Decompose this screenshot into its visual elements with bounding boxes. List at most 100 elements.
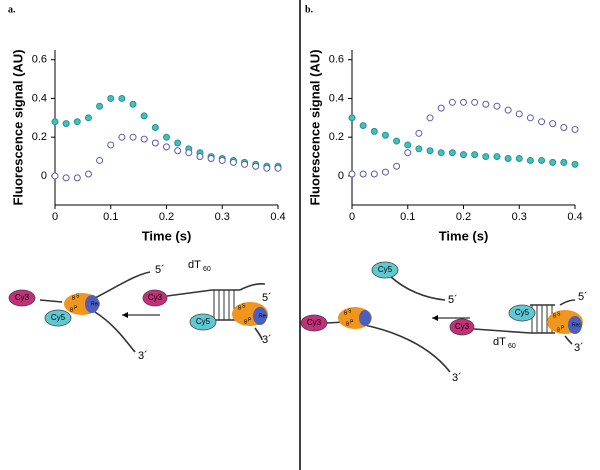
- data-point: [252, 162, 260, 170]
- x-tick-label: 0.4: [270, 211, 285, 223]
- end-label: 3´: [262, 334, 272, 346]
- cy5-dye: [44, 309, 72, 327]
- data-point: [348, 170, 356, 178]
- x-tick-label: 0.1: [400, 211, 415, 223]
- strand: [389, 275, 446, 301]
- dt-label: dT: [493, 336, 506, 348]
- x-tick-label: 0.2: [456, 211, 471, 223]
- x-tick-label: 0.3: [215, 211, 230, 223]
- data-point: [471, 151, 479, 159]
- data-point: [526, 156, 534, 164]
- end-label: 5´: [155, 264, 165, 276]
- strand: [94, 311, 136, 353]
- subunit-label: P: [350, 319, 354, 325]
- data-point: [471, 98, 479, 106]
- subunit-label: S: [348, 308, 352, 314]
- data-point: [493, 102, 501, 110]
- end-label: 3´: [138, 350, 148, 362]
- data-point: [51, 172, 59, 180]
- data-point: [538, 118, 546, 126]
- data-point: [504, 106, 512, 114]
- cy5-label: Cy5: [515, 308, 530, 317]
- subunit-label: P: [561, 325, 565, 331]
- protein: [85, 295, 99, 313]
- base-pairs: [213, 290, 235, 320]
- panel-label: b.: [305, 4, 314, 15]
- data-point: [140, 112, 148, 120]
- data-point: [560, 124, 568, 131]
- strand: [94, 271, 151, 299]
- cy3-dye: [300, 314, 328, 332]
- protein: [253, 307, 267, 325]
- data-point: [538, 156, 546, 164]
- data-point: [381, 168, 389, 176]
- subunit-label: Rec: [572, 322, 581, 328]
- strand: [166, 289, 240, 297]
- base-pairs: [531, 305, 553, 333]
- data-point: [515, 155, 523, 162]
- y-axis-label: Fluorescence signal (AU): [10, 49, 25, 205]
- end-label: 5´: [448, 294, 458, 306]
- data-point: [393, 137, 401, 145]
- data-point: [460, 151, 467, 159]
- end-label: 3´: [574, 342, 584, 354]
- subunit-label: B: [553, 313, 557, 319]
- data-point: [426, 147, 434, 155]
- data-point: [274, 164, 282, 172]
- data-point: [482, 153, 490, 161]
- data-point: [393, 162, 401, 170]
- protein: [568, 316, 582, 334]
- strand: [254, 327, 263, 341]
- data-point: [118, 133, 126, 141]
- data-point: [218, 156, 226, 164]
- data-point: [96, 156, 104, 164]
- subunit-label: S: [242, 303, 246, 309]
- data-point: [174, 139, 182, 147]
- data-point: [359, 170, 367, 178]
- data-point: [207, 155, 215, 162]
- x-tick-label: 0: [349, 211, 355, 223]
- x-tick-label: 0.4: [567, 211, 582, 223]
- y-tick-label: 0.6: [32, 54, 47, 66]
- cy3-label: Cy3: [148, 293, 163, 302]
- data-point: [515, 110, 523, 118]
- subunit-label: B: [346, 321, 350, 327]
- data-point: [62, 174, 70, 182]
- data-point: [370, 170, 378, 178]
- data-point: [185, 149, 193, 157]
- cy5-label: Cy5: [196, 317, 211, 326]
- data-point: [84, 114, 92, 122]
- strand: [564, 335, 573, 345]
- subunit-label: B: [344, 310, 348, 316]
- cy5-dye: [189, 313, 217, 331]
- subunit-label: B: [70, 307, 74, 313]
- x-tick-label: 0.2: [159, 211, 174, 223]
- data-point: [107, 141, 115, 149]
- data-point: [460, 98, 467, 106]
- data-point: [404, 149, 412, 157]
- strand: [325, 321, 451, 373]
- end-label: 5´: [262, 292, 272, 304]
- data-point: [359, 122, 367, 130]
- subunit-label: S: [557, 311, 561, 317]
- x-axis-label: Time (s): [142, 228, 192, 243]
- subunit-label: P: [248, 317, 252, 323]
- data-point: [448, 98, 456, 106]
- y-tick-label: 0.4: [329, 92, 344, 104]
- data-point: [140, 135, 148, 143]
- data-point: [73, 174, 81, 182]
- subunit-label: Rec: [259, 313, 268, 319]
- data-point: [571, 125, 579, 133]
- y-tick-label: 0.2: [32, 131, 47, 143]
- data-point: [62, 120, 70, 128]
- data-point: [229, 158, 237, 166]
- data-point: [426, 114, 434, 122]
- x-axis-label: Time (s): [439, 228, 489, 243]
- cy5-label: Cy5: [51, 313, 66, 322]
- subunit-label: B: [244, 319, 248, 325]
- data-point: [263, 164, 271, 172]
- y-tick-label: 0: [41, 170, 47, 182]
- x-tick-label: 0.3: [512, 211, 527, 223]
- end-label: 3´: [452, 372, 462, 384]
